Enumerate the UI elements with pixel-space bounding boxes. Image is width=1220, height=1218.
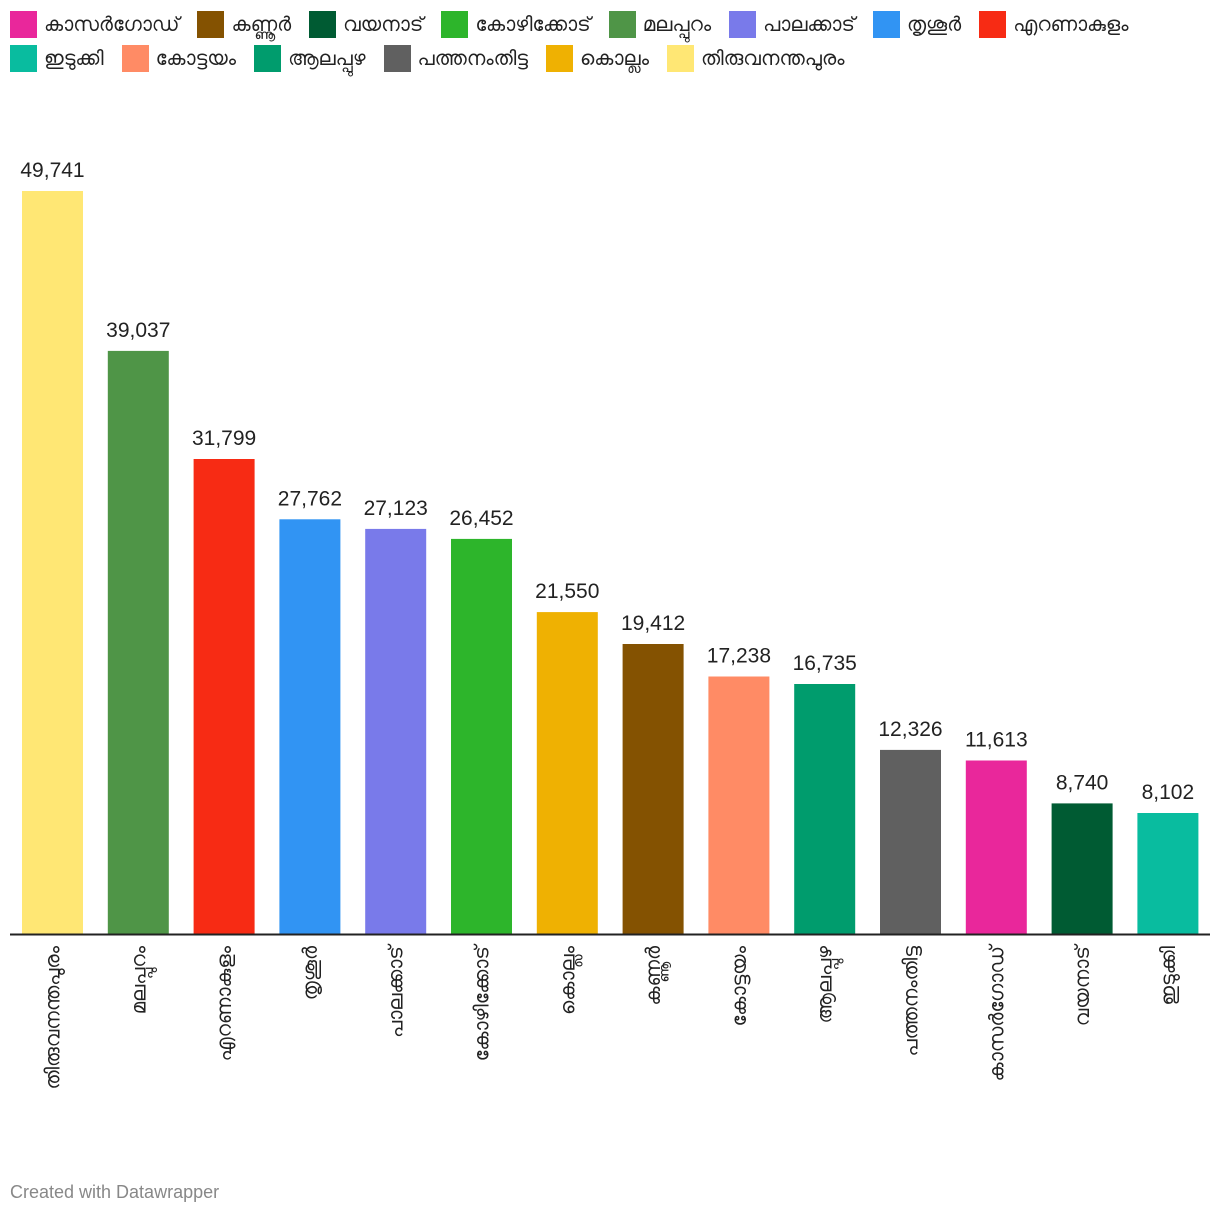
bar (708, 676, 770, 934)
legend-item: കോട്ടയം (121, 44, 237, 72)
legend-label: പത്തനംതിട്ട (417, 46, 529, 70)
legend-swatch (254, 44, 282, 72)
legend-item: കാസർഗോഡ് (10, 10, 179, 38)
bar-value-label: 49,741 (20, 159, 84, 182)
bar-value-label: 39,037 (106, 319, 170, 342)
legend-item: വയനാട് (309, 10, 423, 38)
legend-swatch (546, 44, 574, 72)
legend-swatch (10, 10, 37, 38)
bar (365, 528, 427, 934)
bar-value-label: 27,762 (278, 487, 342, 510)
legend-label: കാസർഗോഡ് (44, 12, 180, 36)
legend-label: ഇടുക്കി (44, 46, 104, 70)
legend-swatch (873, 10, 900, 38)
bar (279, 519, 341, 934)
bar-value-label: 8,102 (1142, 781, 1195, 804)
legend-swatch (667, 44, 694, 72)
legend-item: ഇടുക്കി (10, 44, 104, 72)
datawrapper-credit[interactable]: Created with Datawrapper (10, 1182, 220, 1202)
category-label: ഇടുക്കി (1156, 945, 1180, 1005)
bar-value-label: 26,452 (449, 507, 513, 530)
category-label: പാലക്കാട് (384, 943, 408, 1038)
legend-swatch (383, 44, 411, 72)
category-label: പത്തനംതിട്ട (899, 946, 923, 1057)
category-label: കണ്ണൂർ (641, 946, 671, 1006)
bar-value-label: 27,123 (364, 497, 428, 520)
legend-label: കൊല്ലം (580, 46, 649, 70)
bar-value-label: 31,799 (192, 427, 256, 450)
legend-swatch (10, 44, 37, 72)
legend-label: ആലപ്പുഴ (288, 46, 366, 70)
legend-item: കണ്ണൂർ (197, 10, 291, 38)
legend-swatch (979, 10, 1007, 38)
legend-label: വയനാട് (343, 12, 424, 36)
bar-value-label: 19,412 (621, 612, 685, 635)
legend-label: കോട്ടയം (155, 46, 237, 70)
category-labels-group: തിരുവനന്തപുരം മലപ്പുറം എറണാകുളം തൃശൂർ പാലക്ക… (41, 943, 1181, 1090)
bar (1137, 813, 1199, 934)
bar (965, 760, 1027, 934)
legend-item: ആലപ്പുഴ (254, 44, 366, 72)
category-label: കാസർഗോഡ് (984, 943, 1008, 1082)
legend-swatch (608, 10, 636, 38)
bar-value-label: 16,735 (793, 652, 857, 675)
legend-label: മലപ്പുറം (642, 12, 712, 36)
legend-swatch (309, 10, 337, 38)
legend-item: പാലക്കാട് (729, 10, 855, 38)
bar (536, 612, 598, 934)
bar (880, 749, 941, 934)
category-label: തിരുവനന്തപുരം (41, 945, 65, 1089)
chart-legend: കാസർഗോഡ് കണ്ണൂർ വയനാട് കോഴിക്കോട് മലപ്പുറം പാ… (10, 10, 1210, 72)
legend-item: തിരുവനന്തപുരം (667, 44, 845, 72)
legend-item: കോഴിക്കോട് (441, 10, 591, 38)
bar (622, 644, 684, 934)
category-label: കോട്ടയം (727, 945, 751, 1026)
legend-label: തിരുവനന്തപുരം (701, 46, 845, 70)
category-label: മലപ്പുറം (126, 945, 157, 1014)
legend-swatch (121, 44, 149, 72)
category-label: വയനാട് (1070, 943, 1094, 1026)
legend-swatch (197, 10, 225, 38)
bar (451, 538, 512, 934)
legend-label: പാലക്കാട് (763, 12, 855, 36)
legend-label: തൃശൂർ (907, 12, 962, 36)
bar (107, 350, 169, 934)
bar (1051, 803, 1113, 934)
legend-item: മലപ്പുറം (608, 10, 712, 38)
category-label: കൊല്ലം (555, 945, 582, 1015)
value-labels-group: 49,741 39,037 31,799 27,762 27,123 26,452 21,5… (20, 159, 1194, 804)
bar-value-label: 17,238 (707, 645, 771, 668)
legend-label: കോഴിക്കോട് (475, 12, 591, 36)
category-label: എറണാകുളം (212, 945, 236, 1061)
bar-value-label: 21,550 (535, 580, 599, 603)
category-label: തൃശൂർ (298, 946, 322, 1000)
bar-value-label: 11,613 (965, 729, 1028, 752)
bar (193, 459, 255, 934)
legend-swatch (729, 10, 757, 38)
legend-item: എറണാകുളം (979, 10, 1129, 38)
legend-item: പത്തനംതിട്ട (383, 44, 529, 72)
category-label: കോഴിക്കോട് (470, 943, 494, 1062)
bar-value-label: 12,326 (878, 718, 942, 741)
bar (22, 191, 83, 934)
bar-value-label: 8,740 (1056, 771, 1109, 794)
category-label: ആലപ്പുഴ (813, 946, 844, 1024)
legend-swatch (441, 10, 469, 38)
legend-item: കൊല്ലം (546, 44, 649, 72)
bar (794, 684, 856, 934)
legend-item: തൃശൂർ (873, 10, 961, 38)
bars-group (22, 191, 1199, 934)
legend-label: കണ്ണൂർ (231, 12, 292, 36)
legend-label: എറണാകുളം (1013, 12, 1129, 36)
